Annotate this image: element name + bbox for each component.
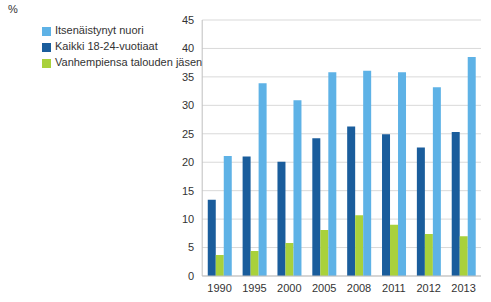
- html-text:Itsenäistynyt nuori: Itsenäistynyt nuori: [55, 24, 144, 36]
- html-text:Vanhempiensa talouden jäsen: Vanhempiensa talouden jäsen: [55, 56, 203, 68]
- html-text:Kaikki 18-24-vuotiaat: Kaikki 18-24-vuotiaat: [55, 40, 158, 52]
- svg-text:40: 40: [182, 42, 194, 54]
- svg-text:25: 25: [182, 128, 194, 140]
- svg-text:2005: 2005: [312, 282, 336, 294]
- svg-text:1990: 1990: [207, 282, 231, 294]
- svg-text:5: 5: [188, 241, 194, 253]
- svg-text:2012: 2012: [416, 282, 440, 294]
- svg-text:2008: 2008: [347, 282, 371, 294]
- svg-text:2000: 2000: [277, 282, 301, 294]
- svg-text:2013: 2013: [451, 282, 475, 294]
- svg-text:1995: 1995: [242, 282, 266, 294]
- svg-text:15: 15: [182, 185, 194, 197]
- svg-text:2011: 2011: [382, 282, 406, 294]
- svg-text:35: 35: [182, 71, 194, 83]
- svg-text:0: 0: [188, 270, 194, 282]
- svg-text:45: 45: [182, 14, 194, 26]
- svg-text:10: 10: [182, 213, 194, 225]
- svg-text:20: 20: [182, 156, 194, 168]
- svg-text:30: 30: [182, 99, 194, 111]
